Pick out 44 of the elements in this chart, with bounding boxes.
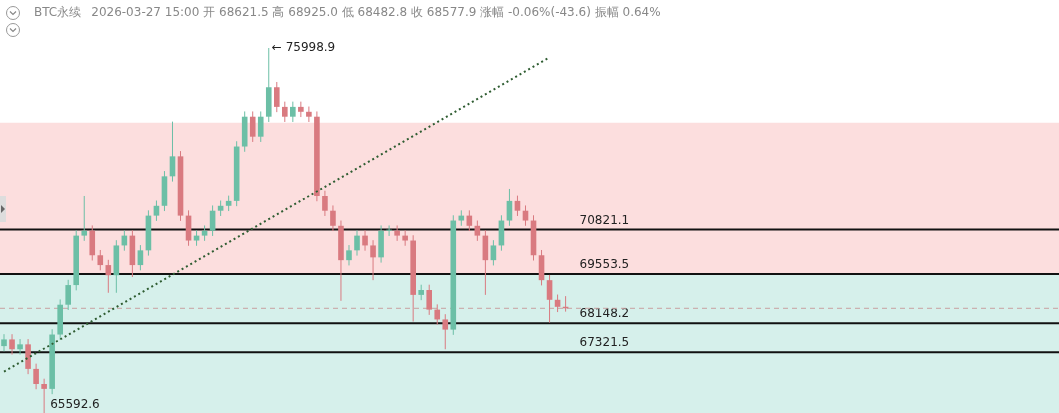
ref-line-label: 69553.5: [579, 257, 630, 272]
candlestick: [41, 378, 47, 413]
candlestick: [137, 244, 144, 271]
candlestick: [1, 333, 7, 352]
chart-subtitle: 2026-03-27 15:00 开 68621.5 高 68925.0 低 68482.8 收 68577.9 涨幅 -0.06%(-43.6) 振幅 0.64%: [91, 5, 661, 19]
candlestick: [257, 110, 264, 143]
candlestick: [354, 229, 360, 257]
candlestick: [346, 244, 352, 266]
candlestick: [65, 279, 71, 311]
candlestick: [522, 204, 529, 227]
candlestick: [386, 224, 392, 237]
ref-line-label: 68148.2: [579, 306, 630, 321]
candlestick: [306, 106, 312, 123]
candlestick: [105, 259, 112, 294]
candlestick: [273, 81, 280, 113]
candlestick: [17, 338, 23, 356]
candlestick: [330, 204, 336, 232]
candlestick: [434, 303, 441, 326]
candlestick: [490, 239, 497, 266]
candlestick: [9, 333, 15, 356]
candlestick: [290, 101, 296, 123]
ref-line-label: 70821.1: [579, 212, 630, 227]
candlestick: [514, 195, 521, 217]
chart-title: BTC永续: [34, 5, 82, 19]
candlestick: [474, 220, 481, 242]
candlestick: [546, 274, 553, 324]
candlestick: [322, 190, 328, 217]
candlestick: [506, 188, 513, 227]
candlestick: [370, 239, 376, 281]
ref-line-label: 67321.5: [579, 335, 630, 350]
candlestick: [33, 363, 39, 390]
candlestick: [97, 249, 104, 271]
candlestick: [249, 110, 256, 143]
candlestick: [282, 101, 288, 123]
candlestick: [394, 224, 400, 242]
candlestick: [81, 195, 88, 242]
candlestick: [153, 200, 160, 222]
candlestick: [442, 313, 449, 350]
candlestick: [362, 229, 368, 252]
candlestick: [402, 229, 408, 247]
candlestick: [426, 284, 433, 316]
candlestick: [298, 101, 304, 118]
annotation: 65592.6: [50, 397, 100, 412]
annotation: ← 75998.9: [271, 40, 336, 55]
